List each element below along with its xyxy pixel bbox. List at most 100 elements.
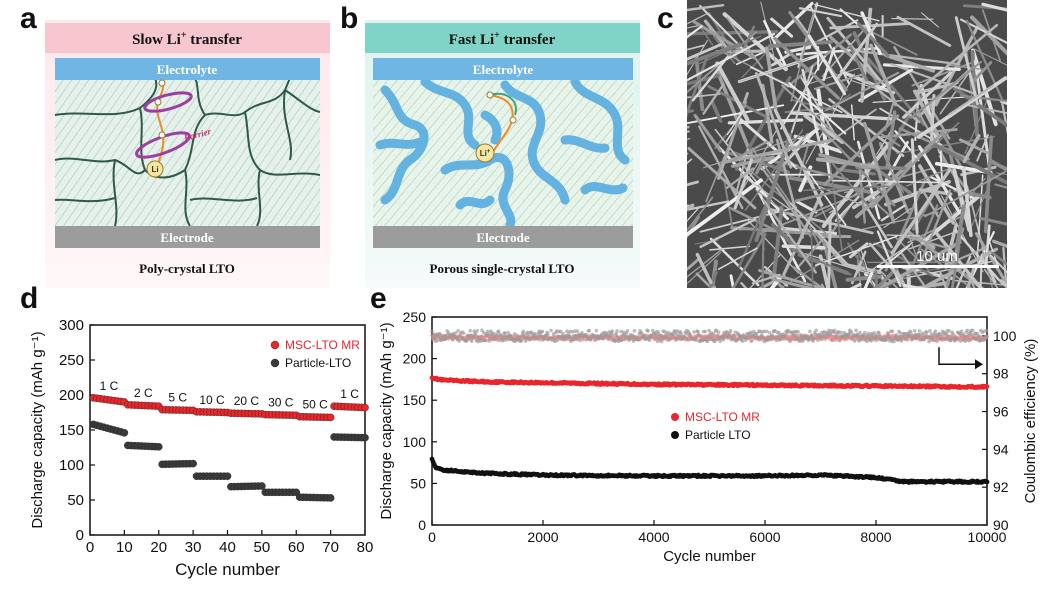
sem-rod <box>880 204 906 222</box>
path-node-a2 <box>158 131 166 139</box>
data-point-e <box>639 331 644 335</box>
data-point-e <box>984 384 990 389</box>
sem-rod <box>687 147 757 210</box>
data-point-e <box>500 338 505 343</box>
sem-rod <box>979 216 1007 226</box>
data-point-e <box>475 328 480 333</box>
electrolyte-bar-a <box>55 58 320 80</box>
x-tick-label-e: 8000 <box>860 529 891 545</box>
sem-rod <box>950 244 961 288</box>
sem-rod <box>991 251 1007 266</box>
data-point-e <box>569 337 574 342</box>
sem-rod <box>767 40 833 49</box>
data-point-e <box>963 339 968 343</box>
data-point-e <box>984 329 989 333</box>
y-tick-label-d: 0 <box>76 527 84 544</box>
sem-rod <box>903 283 927 288</box>
sem-rod <box>934 231 983 288</box>
sem-rod <box>954 229 1000 281</box>
sem-rod <box>976 134 989 162</box>
sem-rod <box>902 235 949 250</box>
sem-rod <box>886 163 905 194</box>
data-point-e <box>959 329 964 333</box>
sem-rod <box>874 266 899 288</box>
data-point-e <box>535 334 540 339</box>
sem-rod <box>725 167 755 190</box>
y-tick-label-d: 150 <box>59 422 84 439</box>
y-tick-label-e: 50 <box>410 475 426 491</box>
y2-tick-label-e: 90 <box>993 517 1009 533</box>
sem-rod <box>902 71 953 119</box>
sem-rod <box>687 178 763 237</box>
y2-tick-label-e: 96 <box>993 404 1009 420</box>
sem-rod <box>742 25 756 50</box>
data-point-e <box>503 331 507 336</box>
data-point-e <box>456 328 461 333</box>
data-point-e <box>710 336 715 340</box>
sem-rod <box>687 215 701 239</box>
data-point-e <box>650 328 655 333</box>
data-point-e <box>767 330 772 335</box>
data-point-e <box>679 332 684 337</box>
sem-rod <box>695 272 714 288</box>
data-point-e <box>707 328 711 333</box>
data-point-e <box>924 330 929 334</box>
data-point-d <box>120 429 129 437</box>
sem-rod <box>946 64 985 71</box>
x-tick-label-e: 10000 <box>968 529 1007 545</box>
data-point-e <box>479 334 484 339</box>
data-point-e <box>854 328 858 333</box>
sem-rod <box>944 223 958 266</box>
data-point-e <box>845 335 850 339</box>
sem-rod <box>894 269 908 288</box>
sem-rod <box>966 266 976 288</box>
data-point-e <box>677 334 681 339</box>
sem-rod <box>989 254 1007 274</box>
data-point-e <box>788 339 792 344</box>
data-point-d <box>258 482 266 490</box>
data-point-e <box>726 336 730 340</box>
y2-axis-label-e: Coulombic efficiency (%) <box>1022 339 1039 504</box>
data-point-e <box>549 328 553 333</box>
sem-rod <box>798 7 843 18</box>
series-e-0 <box>429 375 990 391</box>
data-point-e <box>830 338 834 343</box>
y-tick-label-e: 200 <box>403 351 427 367</box>
x-tick-label-d: 0 <box>86 539 94 556</box>
data-point-e <box>740 339 745 343</box>
sem-rod <box>717 247 758 270</box>
data-point-e <box>761 335 765 339</box>
data-point-e <box>749 339 753 343</box>
data-point-e <box>735 337 739 342</box>
x-tick-label-d: 70 <box>322 539 339 556</box>
sem-rod <box>881 270 921 288</box>
data-point-e <box>685 337 690 341</box>
sem-rod <box>692 20 757 60</box>
sem-rod <box>992 239 1007 248</box>
rate-label-d: 1 C <box>340 387 359 401</box>
sem-rod <box>751 273 781 285</box>
sem-rod <box>687 104 785 125</box>
sem-rod <box>824 108 877 146</box>
sem-rod <box>952 86 1007 128</box>
sem-rod <box>691 55 730 102</box>
sem-rod <box>863 271 874 288</box>
data-point-e <box>754 331 759 336</box>
sem-rod <box>699 25 714 46</box>
data-point-e <box>965 328 969 333</box>
data-point-e <box>899 339 904 343</box>
sem-rod <box>880 128 958 139</box>
rate-label-d: 50 C <box>302 398 328 412</box>
sem-rod <box>758 269 827 288</box>
data-point-e <box>495 333 499 337</box>
data-point-e <box>809 333 814 338</box>
data-point-e <box>927 339 931 344</box>
sem-rod <box>939 270 947 288</box>
data-point-e <box>716 330 721 335</box>
x-tick-label-d: 80 <box>357 539 374 556</box>
x-tick-label-e: 6000 <box>749 529 780 545</box>
sem-rod <box>715 61 750 122</box>
sem-rod <box>687 44 705 51</box>
plot-frame-e <box>431 316 988 526</box>
y-tick-label-e: 100 <box>403 434 427 450</box>
